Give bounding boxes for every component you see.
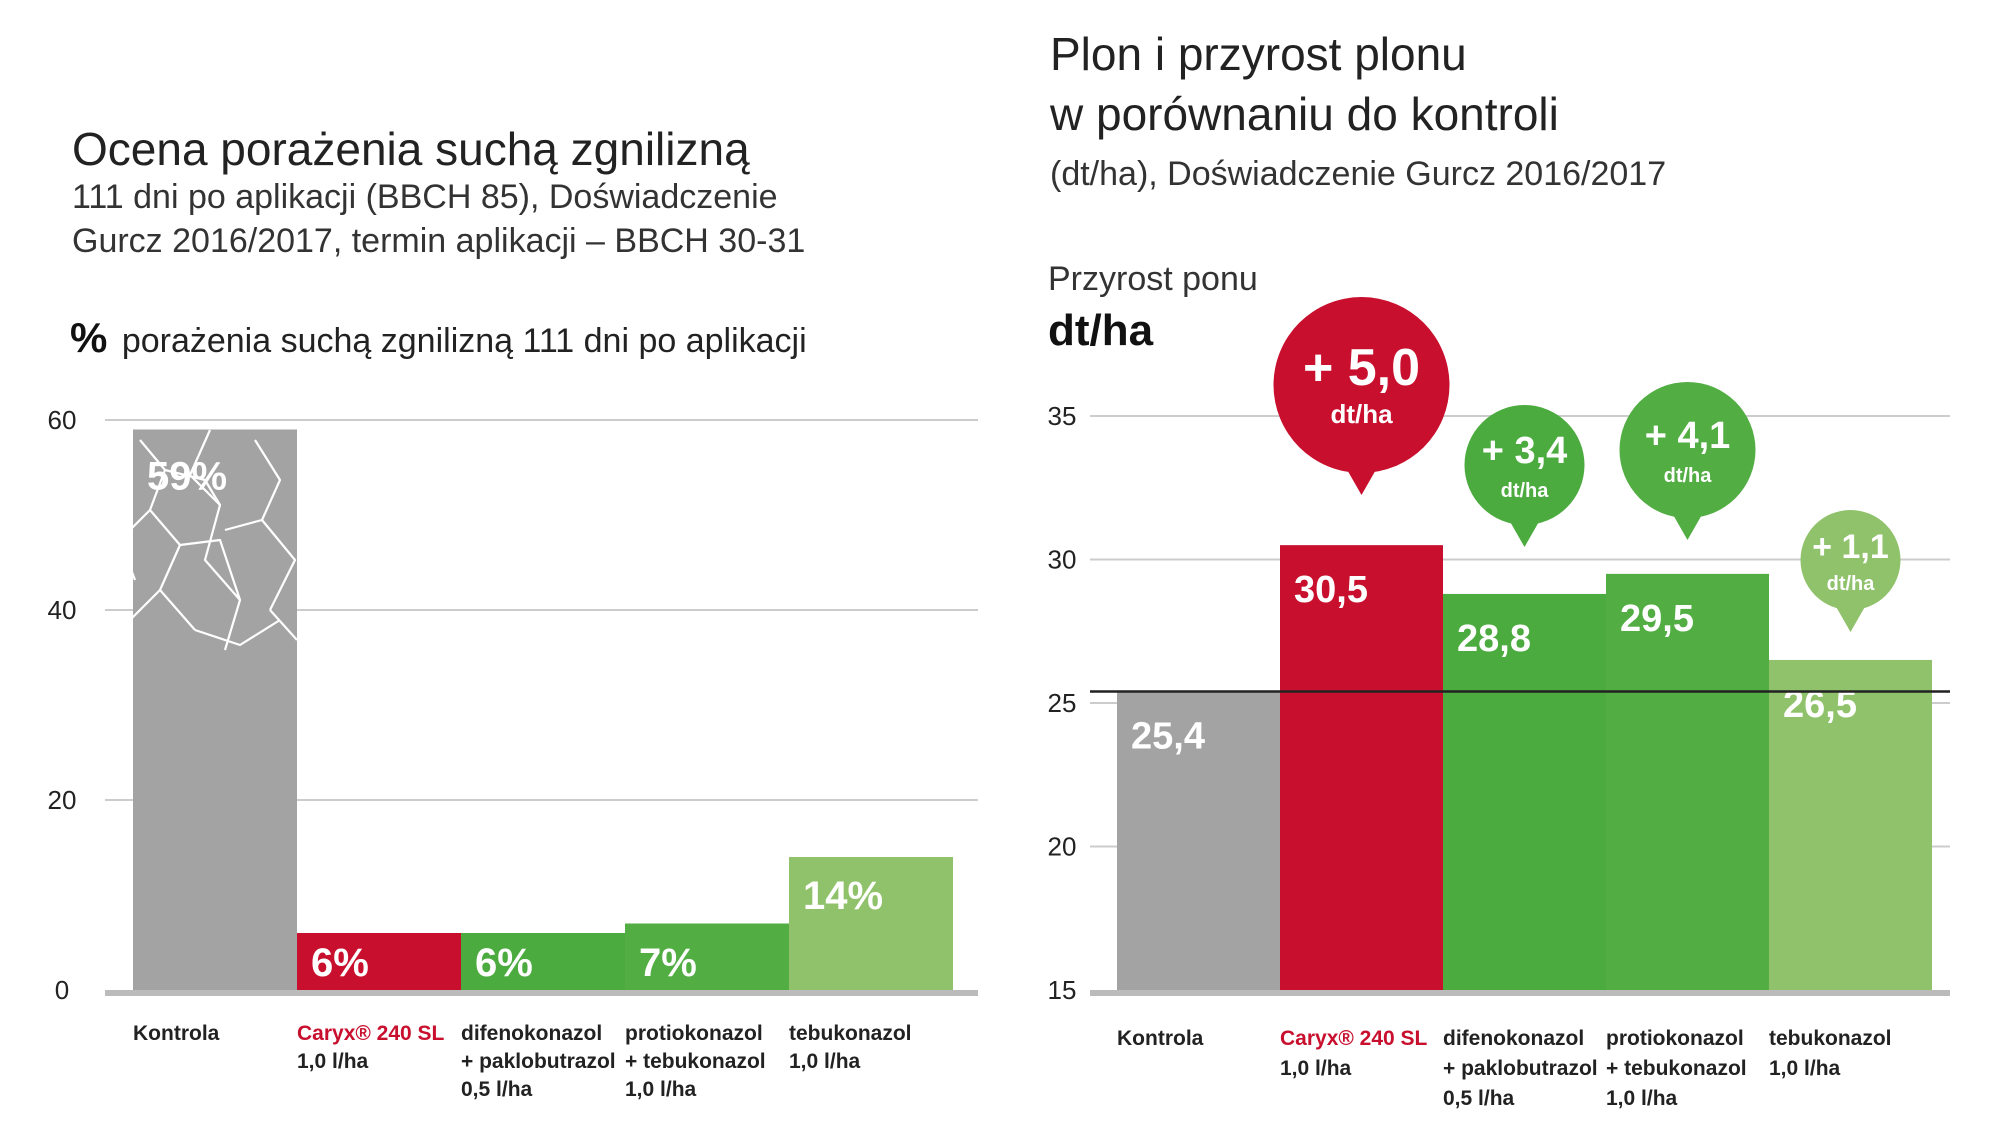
bubble-pointer	[1508, 519, 1541, 547]
bar-value-label: 29,5	[1620, 598, 1694, 640]
left-metric-symbol: %	[70, 314, 107, 361]
crack-texture	[164, 468, 221, 506]
category-label: difenokonazol	[1443, 1027, 1584, 1050]
left-subtitle-line-2: Gurcz 2016/2017, termin aplikacji – BBCH…	[72, 222, 805, 260]
left-chart: 0 20 40 60 59% Kontrola 6% Caryx® 240 SL 1,0 l/h…	[48, 405, 978, 1101]
right-title-line-1: Plon i przyrost plonu	[1050, 28, 1467, 80]
category-label: protiokonazol	[625, 1022, 763, 1045]
category-label: Kontrola	[133, 1022, 220, 1045]
bar	[133, 429, 297, 990]
increase-unit-label: dt/ha	[1330, 399, 1393, 429]
bar	[1443, 593, 1606, 990]
category-label: 1,0 l/ha	[297, 1050, 369, 1073]
y-tick-label: 60	[48, 405, 77, 435]
bar	[461, 933, 625, 990]
right-title-line-2: w porównaniu do kontroli	[1049, 88, 1559, 140]
left-metric-caption: % porażenia suchą zgnilizną 111 dni po a…	[70, 314, 807, 361]
bubble-pointer	[1671, 512, 1704, 540]
category-label: Caryx® 240 SL	[1280, 1027, 1428, 1050]
bar-value-label: 14%	[803, 874, 883, 918]
category-label: 1,0 l/ha	[625, 1078, 697, 1101]
category-label: tebukonazol	[1769, 1027, 1892, 1050]
crack-texture	[139, 439, 196, 631]
bar	[1117, 691, 1280, 990]
category-label: tebukonazol	[789, 1022, 912, 1045]
increase-value-label: + 3,4	[1482, 430, 1568, 472]
increase-unit-label: dt/ha	[1501, 480, 1550, 502]
right-axis-unit: dt/ha	[1048, 306, 1154, 355]
category-label: + tebukonazol	[625, 1050, 766, 1073]
left-title: Ocena porażenia suchą zgnilizną	[72, 123, 750, 175]
left-metric-label: porażenia suchą zgnilizną 111 dni po apl…	[122, 322, 807, 360]
bar-value-label: 6%	[311, 941, 369, 985]
increase-bubble	[1800, 510, 1901, 610]
bar	[1280, 545, 1443, 990]
bar	[1606, 573, 1769, 990]
increase-bubble	[1619, 382, 1756, 518]
category-label: + paklobutrazol	[1443, 1057, 1598, 1080]
bar-value-label: 28,8	[1457, 618, 1531, 660]
right-subtitle: (dt/ha), Doświadczenie Gurcz 2016/2017	[1050, 155, 1666, 193]
bar	[625, 923, 789, 990]
bubble-pointer	[1834, 604, 1867, 632]
category-label: 1,0 l/ha	[1769, 1057, 1841, 1080]
bar-value-label: 30,5	[1294, 569, 1368, 611]
bar-value-label: 25,4	[1131, 716, 1205, 758]
category-label: + paklobutrazol	[461, 1050, 616, 1073]
category-label: 1,0 l/ha	[789, 1050, 861, 1073]
increase-value-label: + 1,1	[1812, 528, 1889, 566]
crack-texture	[224, 518, 263, 532]
left-subtitle-line-1: 111 dni po aplikacji (BBCH 85), Doświadc…	[72, 178, 778, 216]
bar-value-label: 26,5	[1783, 684, 1857, 726]
increase-bubble	[1464, 405, 1585, 525]
y-tick-label: 20	[48, 785, 77, 815]
bar	[297, 933, 461, 990]
right-chart: 15 20 25 30 35 25,4 Kontrola 30,5 Caryx® 240 SL 1…	[1048, 297, 1950, 1110]
increase-bubble	[1273, 297, 1450, 473]
increase-value-label: + 4,1	[1645, 415, 1731, 457]
crack-texture	[188, 429, 242, 651]
y-tick-label: 40	[48, 595, 77, 625]
bubble-pointer	[1345, 467, 1378, 495]
category-label: 1,0 l/ha	[1280, 1057, 1352, 1080]
crack-texture	[129, 589, 161, 621]
category-label: 0,5 l/ha	[461, 1078, 533, 1101]
bar-value-label: 59%	[147, 455, 227, 499]
y-tick-label: 0	[55, 975, 69, 1005]
category-label: difenokonazol	[461, 1022, 602, 1045]
category-label: protiokonazol	[1606, 1027, 1744, 1050]
increase-unit-label: dt/ha	[1827, 573, 1876, 595]
y-tick-label: 35	[1048, 401, 1077, 431]
y-tick-label: 20	[1048, 832, 1077, 862]
y-tick-label: 30	[1048, 545, 1077, 575]
bar	[789, 857, 953, 990]
increase-value-label: + 5,0	[1303, 339, 1420, 397]
category-label: 1,0 l/ha	[1606, 1087, 1678, 1110]
category-label: Kontrola	[1117, 1027, 1204, 1050]
bar-value-label: 7%	[639, 941, 697, 985]
crack-texture	[118, 509, 151, 581]
category-label: 0,5 l/ha	[1443, 1087, 1515, 1110]
bar	[1769, 659, 1932, 990]
y-tick-label: 25	[1048, 688, 1077, 718]
category-label: Caryx® 240 SL	[297, 1022, 445, 1045]
crack-texture	[194, 619, 281, 647]
bar-value-label: 6%	[475, 941, 533, 985]
crack-texture	[269, 609, 298, 641]
increase-unit-label: dt/ha	[1664, 465, 1713, 487]
y-tick-label: 15	[1048, 975, 1077, 1005]
crack-texture	[179, 538, 242, 601]
right-axis-caption: Przyrost ponu	[1048, 260, 1258, 298]
category-label: + tebukonazol	[1606, 1057, 1747, 1080]
